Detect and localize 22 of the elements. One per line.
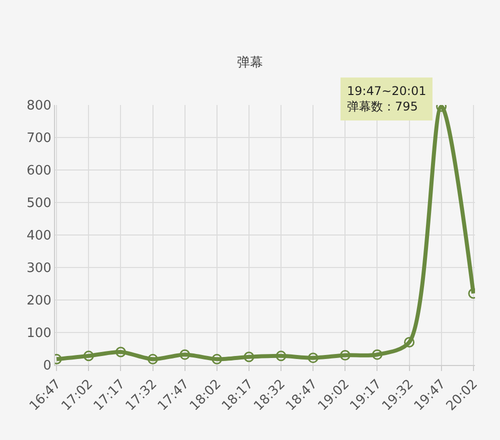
- point: [180, 349, 190, 360]
- y-tick-label: 600: [26, 164, 52, 179]
- annotation: 19:47~20:01 弹幕数：795: [347, 84, 426, 114]
- chart-title: 弹幕: [237, 55, 263, 70]
- y-tick-label: 100: [26, 326, 52, 342]
- y-tick-label: 300: [26, 261, 52, 276]
- y-tick-label: 0: [43, 358, 52, 374]
- point: [115, 346, 126, 358]
- y-tick-label: 200: [26, 294, 52, 309]
- y-tick-label: 800: [26, 98, 52, 114]
- y-tick-label: 500: [26, 196, 52, 212]
- point: [212, 354, 222, 364]
- point: [404, 337, 415, 348]
- point: [340, 350, 350, 360]
- point: [148, 354, 158, 364]
- point: [244, 352, 254, 362]
- y-tick-label: 400: [26, 228, 52, 244]
- point: [83, 350, 94, 362]
- y-tick-label: 700: [26, 131, 52, 146]
- point: [372, 349, 382, 360]
- point: [308, 352, 318, 364]
- point: [276, 350, 286, 362]
